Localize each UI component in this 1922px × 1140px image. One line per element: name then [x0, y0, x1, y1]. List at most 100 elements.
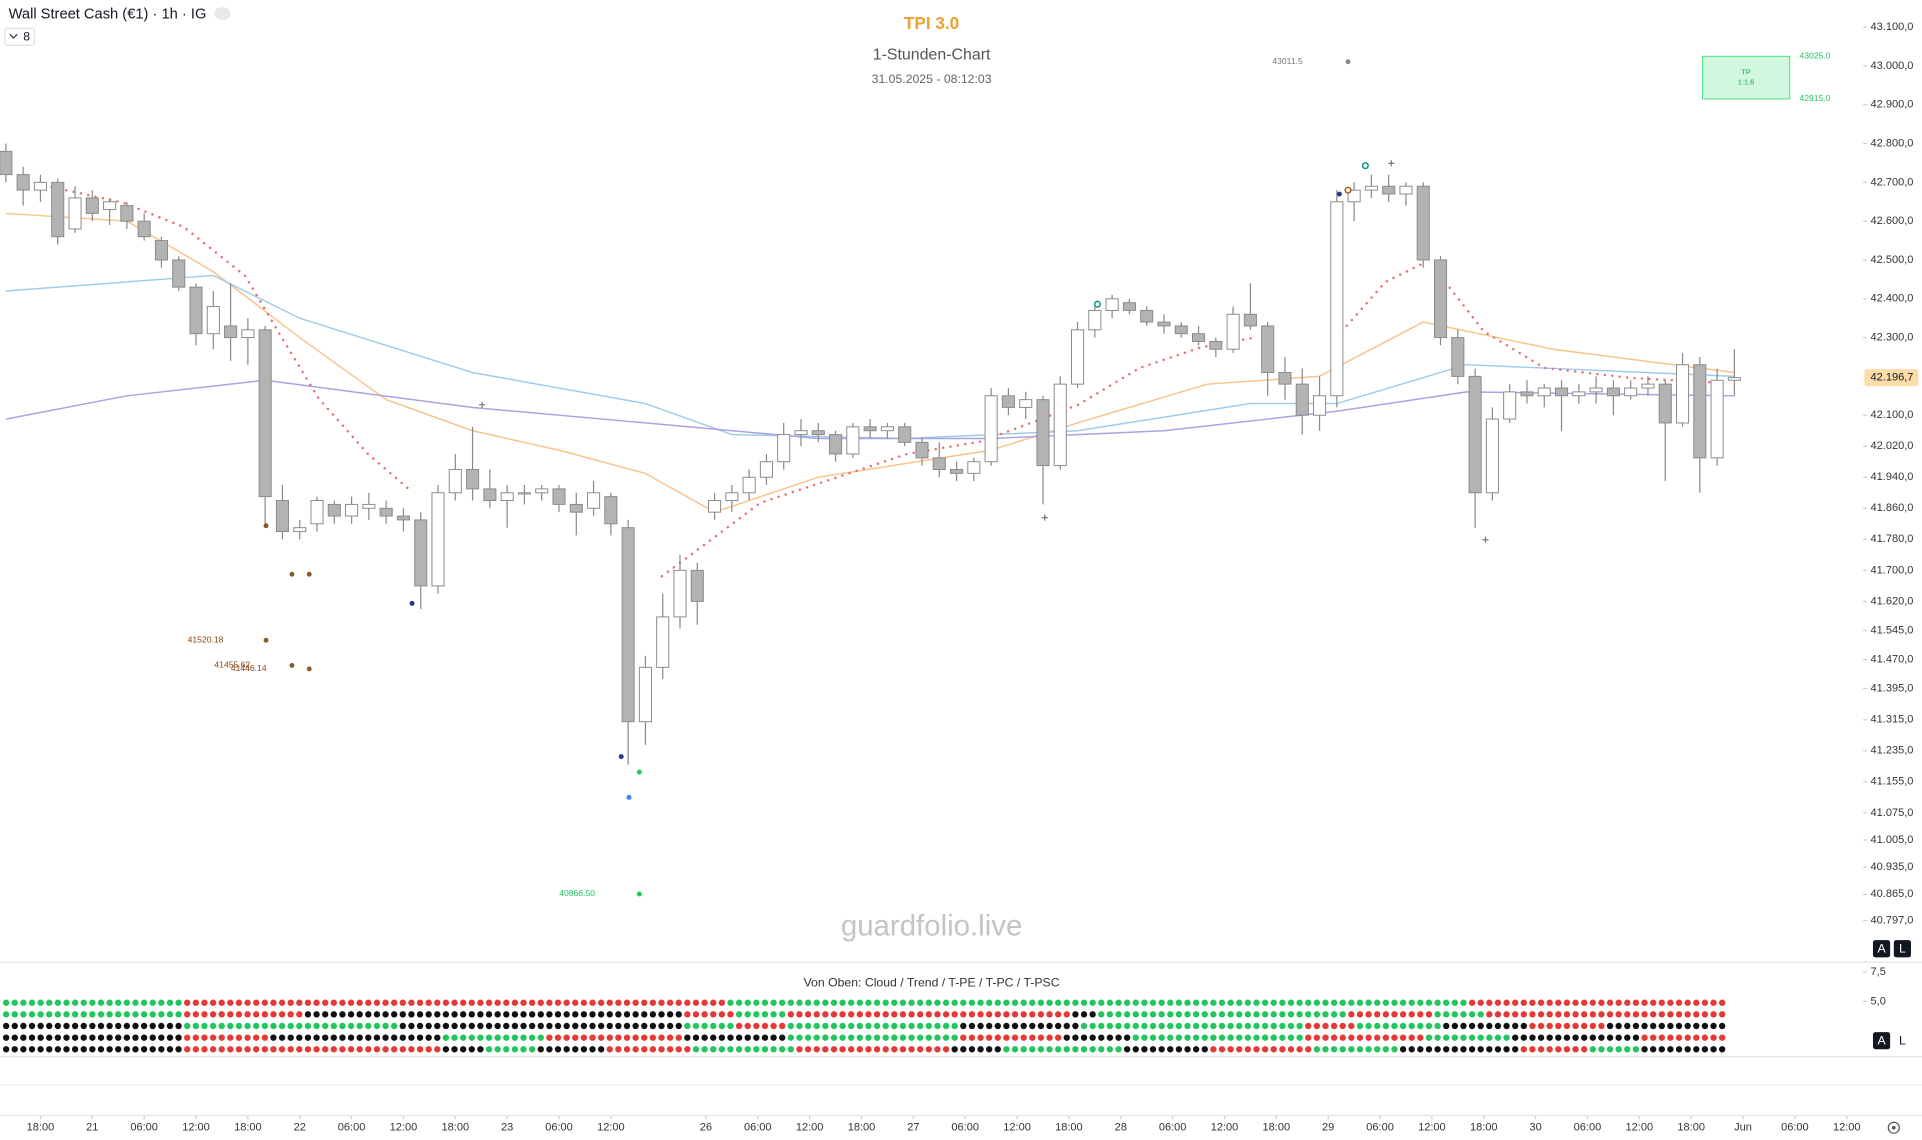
state-dot [899, 999, 907, 1006]
candle-body [708, 500, 722, 513]
state-dot [1606, 999, 1614, 1006]
state-dot [235, 1011, 243, 1018]
state-dot [390, 1011, 398, 1018]
state-dot [408, 1034, 415, 1041]
state-dot [1649, 1034, 1657, 1041]
state-dot [1279, 1011, 1286, 1018]
state-dot [192, 1022, 200, 1030]
layers: 43.100,0 43.000,0 42.900,0 42.800,0 42.700,0… [0, 21, 1919, 1134]
candle-body [1036, 399, 1050, 467]
state-dot [511, 1034, 519, 1041]
state-dot [1667, 1011, 1674, 1018]
state-dot [701, 1046, 708, 1053]
state-dot [2, 1011, 10, 1018]
state-dot [1192, 1046, 1200, 1053]
x-tick-label: 30 [1529, 1122, 1541, 1134]
state-dot [1356, 1022, 1364, 1030]
state-dot [175, 1034, 182, 1041]
x-tick-label: 12:00 [182, 1122, 210, 1134]
state-dot [632, 999, 639, 1006]
state-dot [796, 1034, 803, 1041]
state-dot [1253, 1034, 1260, 1041]
state-dot [1037, 1011, 1045, 1018]
y-tick-label: 41.620,0 [1871, 595, 1914, 607]
state-dot [253, 1022, 260, 1030]
state-dot [753, 1022, 760, 1030]
state-dot [960, 1022, 967, 1030]
state-dot [1261, 1022, 1269, 1030]
candle-body [1209, 340, 1223, 350]
state-dot [520, 1022, 527, 1030]
state-dot [1598, 1046, 1605, 1053]
state-dot [123, 1034, 131, 1041]
state-dot [1520, 1022, 1528, 1030]
log-scale-button[interactable] [1893, 940, 1911, 958]
candle-body [1485, 418, 1499, 494]
state-dot [382, 1046, 389, 1053]
candle-body [1606, 387, 1620, 397]
state-dot [235, 1034, 243, 1041]
state-dot [1572, 1022, 1579, 1030]
state-dot [1667, 999, 1674, 1006]
state-dot [1572, 1034, 1579, 1041]
state-dot [606, 1046, 613, 1053]
state-dot [175, 1022, 182, 1030]
candle-body [811, 430, 825, 436]
state-dot [882, 1046, 889, 1053]
state-dot [1167, 999, 1174, 1006]
log-scale-label[interactable]: L [1899, 942, 1906, 956]
state-dot [1641, 1022, 1648, 1030]
state-dot [1072, 999, 1079, 1006]
state-dot [63, 1034, 70, 1041]
price-annotation: 41455.62 [214, 659, 250, 669]
state-dot [1512, 999, 1519, 1006]
log-scale-label[interactable]: L [1899, 1034, 1906, 1048]
state-dot [1149, 999, 1157, 1006]
y-tick-label: 42.300,0 [1871, 331, 1914, 343]
candle-body [1243, 313, 1257, 327]
collapse-pill[interactable] [214, 7, 231, 20]
candle-body [638, 666, 652, 723]
auto-scale-button[interactable] [1872, 1032, 1891, 1050]
state-dot [925, 1022, 933, 1030]
state-dot [485, 999, 493, 1006]
state-dot [1218, 1011, 1226, 1018]
indicator-toggle[interactable] [4, 27, 35, 46]
marker-dot [409, 600, 415, 606]
state-dot [1684, 999, 1691, 1006]
state-dot [399, 999, 406, 1006]
state-dot [1615, 1046, 1622, 1053]
state-dot [1080, 1011, 1088, 1018]
state-dot [1054, 999, 1062, 1006]
state-dot [1158, 1022, 1165, 1030]
auto-scale-label[interactable]: A [1877, 1034, 1886, 1048]
state-dot [1192, 1034, 1200, 1041]
state-dot [770, 1034, 777, 1041]
state-dot [1201, 1046, 1208, 1053]
candle-body [690, 569, 704, 602]
state-dot [787, 1034, 795, 1041]
state-dot [54, 1022, 62, 1030]
state-dot [1529, 1034, 1536, 1041]
state-dot [813, 1022, 820, 1030]
state-dot [1029, 1046, 1036, 1053]
state-dot [718, 1011, 726, 1018]
state-dot [1046, 1046, 1053, 1053]
settings-icon[interactable] [1887, 1121, 1900, 1134]
state-dot [115, 1034, 122, 1041]
state-dot [1598, 1034, 1605, 1041]
state-dot [1227, 1022, 1234, 1030]
state-dot [503, 1046, 510, 1053]
state-dot [606, 1034, 613, 1041]
auto-scale-button[interactable] [1872, 940, 1891, 958]
state-dot [1063, 1046, 1070, 1053]
state-dot [925, 1046, 933, 1053]
state-dot [1106, 1034, 1114, 1041]
state-dot [1054, 1046, 1062, 1053]
candle-body [1641, 383, 1655, 389]
candle-body [1589, 387, 1603, 393]
state-dot [63, 1022, 70, 1030]
state-dot [804, 1011, 812, 1018]
state-dot [1434, 999, 1441, 1006]
auto-scale-label[interactable]: A [1877, 942, 1886, 956]
